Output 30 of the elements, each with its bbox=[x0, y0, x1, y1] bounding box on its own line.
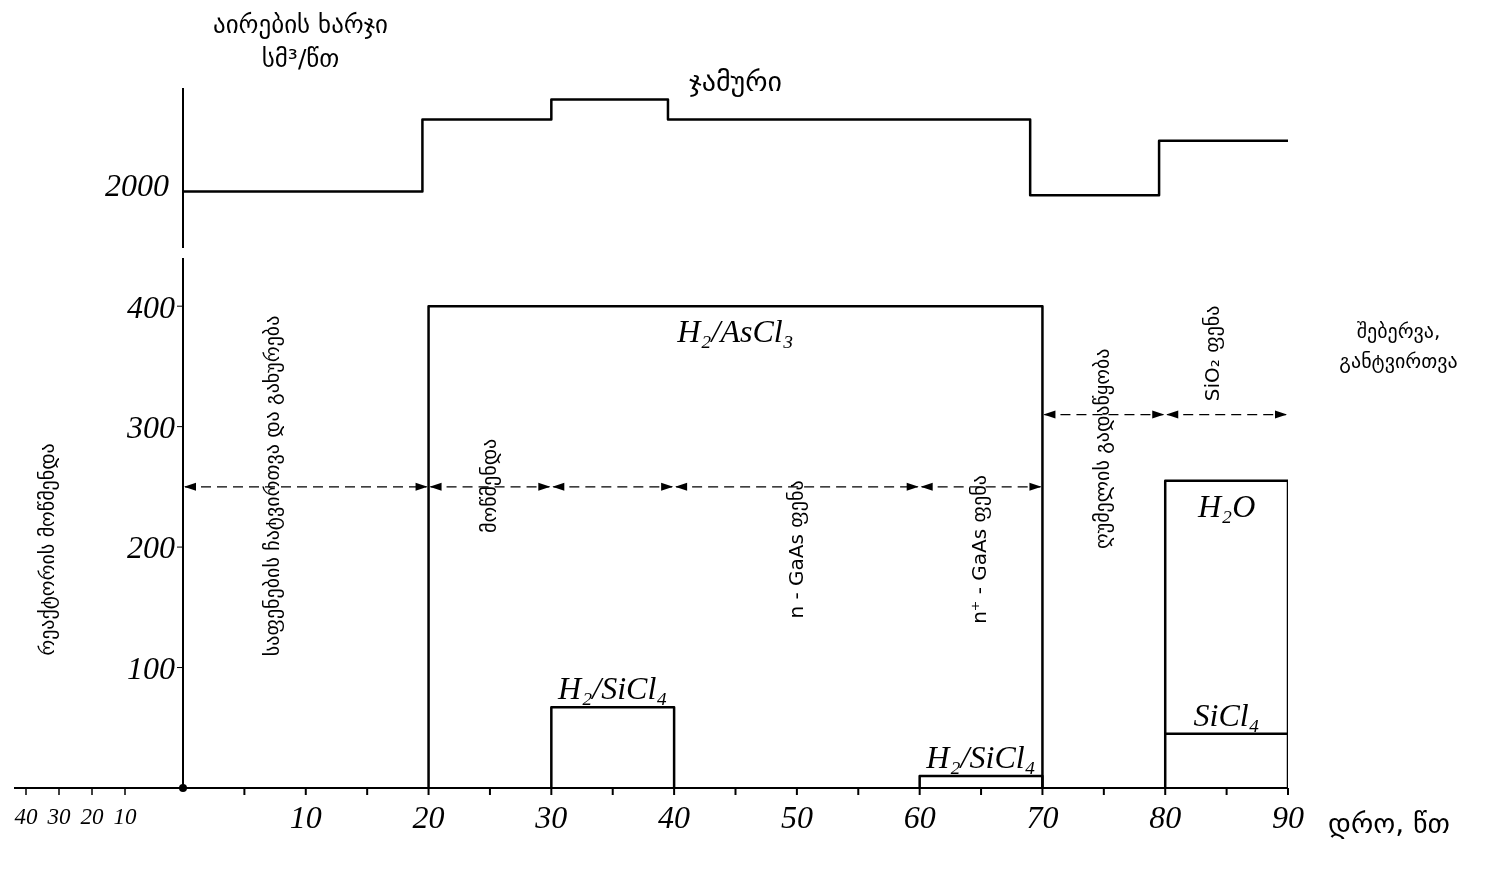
x-axis-title: დრო, წთ bbox=[1328, 807, 1450, 840]
x-tick-label: 40 bbox=[658, 798, 691, 835]
series-label: SiCl₄ bbox=[1193, 696, 1260, 733]
series-label: H₂/SiCl₄ bbox=[925, 738, 1036, 775]
annotation: მოწმენდა bbox=[476, 438, 501, 533]
y-tick-label: 200 bbox=[127, 529, 175, 566]
y-tick-label: 100 bbox=[127, 649, 175, 686]
series-label: H₂/SiCl₄ bbox=[557, 670, 668, 707]
series-label: H₂/AsCl₃ bbox=[676, 313, 794, 350]
text: შებერვა, განტვირთვა bbox=[1339, 318, 1458, 373]
y-tick-label: 300 bbox=[126, 409, 175, 445]
x-tick-label: 70 bbox=[1026, 798, 1059, 835]
annotation: n⁺ - GaAs ფენა bbox=[967, 475, 992, 624]
x-tick-label: 20 bbox=[412, 798, 445, 835]
text: რეაქტორის მოწმენდა bbox=[34, 443, 59, 656]
x-tick-label: 10 bbox=[289, 798, 322, 835]
annotation: SiO₂ ფენა bbox=[1200, 305, 1225, 402]
x-tick-label: 60 bbox=[903, 798, 936, 835]
annotation: საფენების ჩატვირთვა და გახურება bbox=[260, 315, 285, 657]
series-label: H₂O bbox=[1196, 487, 1256, 524]
x-tick-label: 80 bbox=[1149, 798, 1182, 835]
annotation: ღუმელის გადაწყობა bbox=[1089, 348, 1114, 550]
x-tick-label: 30 bbox=[534, 798, 568, 835]
y-tick-label: 400 bbox=[127, 288, 175, 325]
y-axis-title: აირების ხარჯი სმ³/წთ bbox=[211, 9, 390, 75]
annotation: n - GaAs ფენა bbox=[783, 480, 808, 619]
x-tick-label: 90 bbox=[1272, 798, 1304, 835]
annotation: 2000 bbox=[105, 166, 169, 203]
x-tick-label: 50 bbox=[780, 798, 813, 835]
series-label: ჯამური bbox=[689, 65, 782, 99]
